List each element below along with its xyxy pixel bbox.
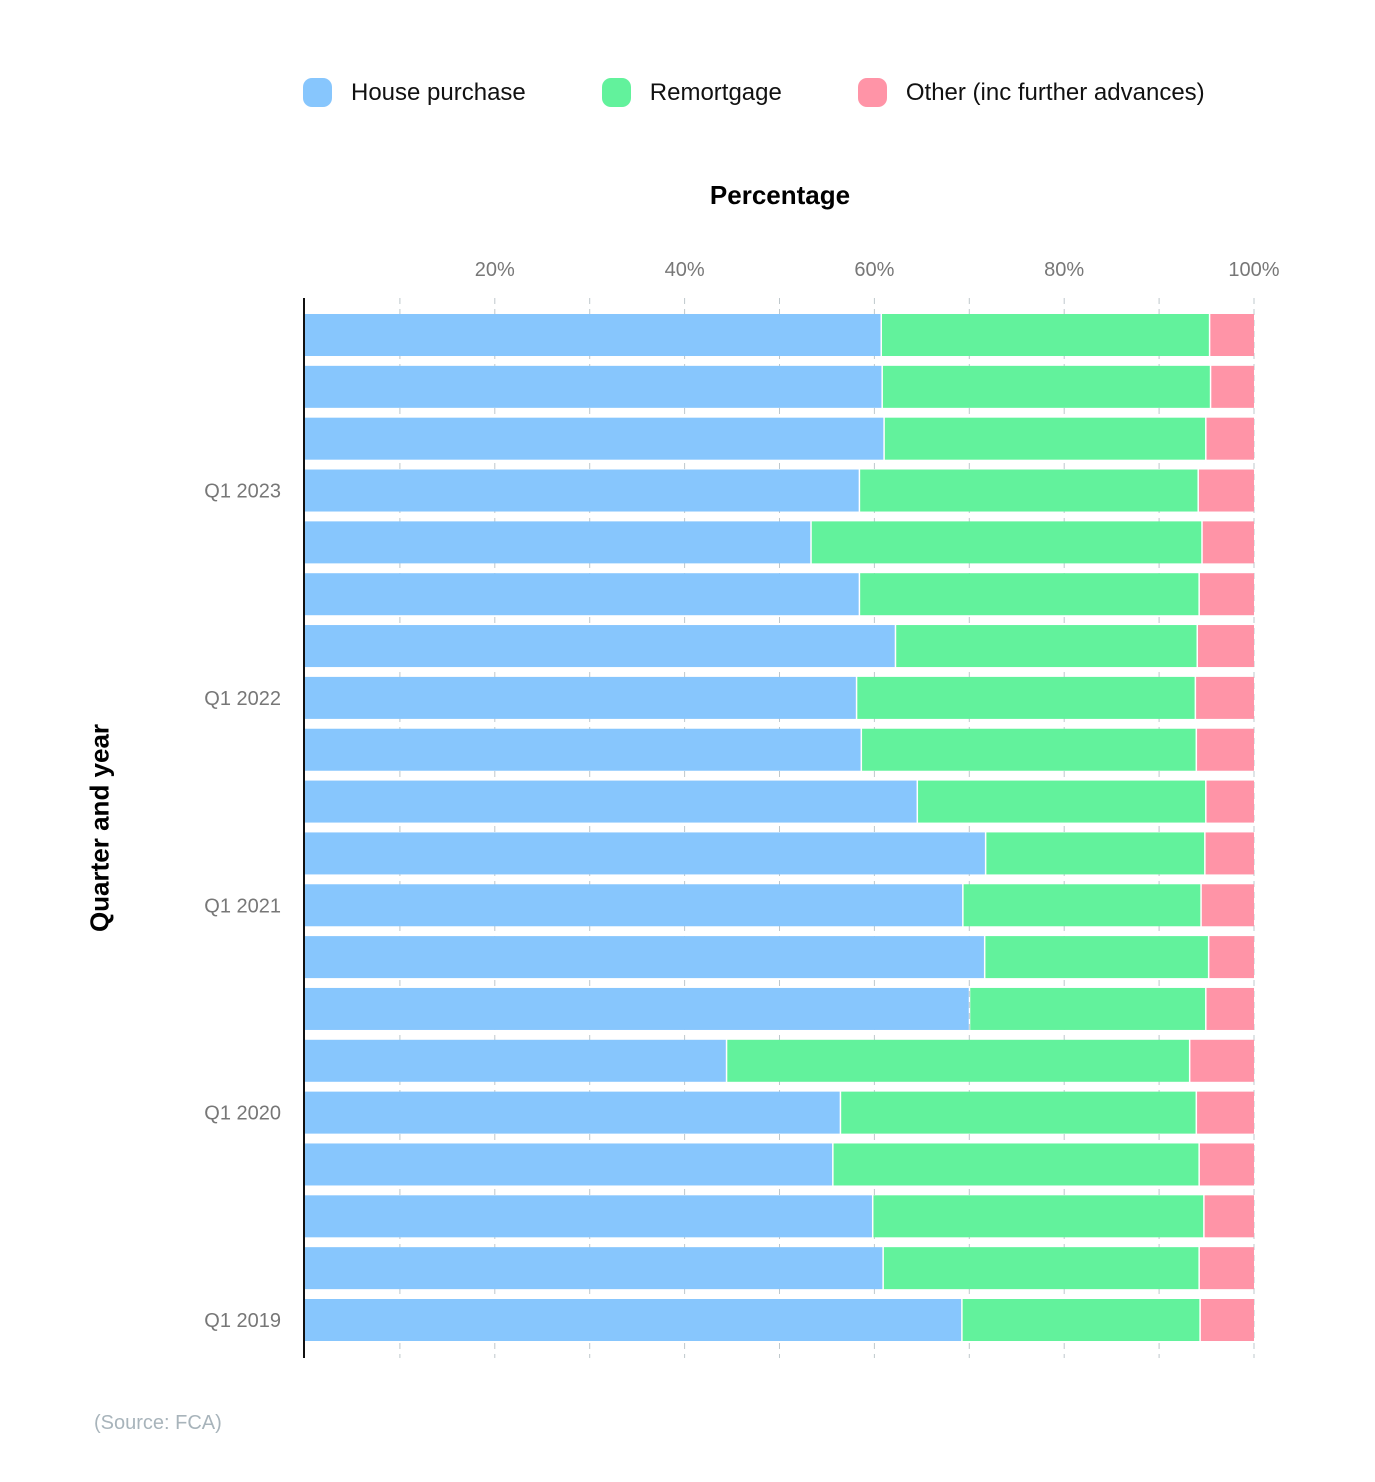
bar-segment-remortgage [811, 521, 1202, 564]
legend-label: Other (inc further advances) [905, 78, 1205, 106]
bar-segment-other-inc-further-advances [1199, 1247, 1254, 1290]
bar-segment-house-purchase [305, 625, 895, 668]
bar-segment-other-inc-further-advances [1198, 625, 1254, 668]
bar-segment-remortgage [860, 573, 1199, 616]
bar-segment-house-purchase [305, 676, 856, 719]
bar-segment-house-purchase [305, 936, 984, 979]
bar-segment-house-purchase [305, 987, 969, 1030]
bar-segment-other-inc-further-advances [1199, 573, 1254, 616]
bar-segment-house-purchase [305, 1195, 872, 1238]
bar-segment-house-purchase [305, 314, 881, 356]
bar-segment-other-inc-further-advances [1197, 1091, 1254, 1134]
bar-segment-other-inc-further-advances [1198, 469, 1254, 512]
bar-segment-remortgage [841, 1091, 1196, 1134]
y-tick-label: Q1 2021 [204, 895, 281, 917]
bar-segment-remortgage [857, 676, 1195, 719]
legend-item-other[interactable]: Other (inc further advances) [857, 78, 1205, 107]
legend-swatch [303, 78, 332, 107]
legend-label: House purchase [351, 78, 526, 106]
bar-segment-other-inc-further-advances [1199, 1143, 1254, 1186]
bar-segment-remortgage [962, 1299, 1200, 1341]
bar-segment-remortgage [918, 780, 1206, 823]
bar-segment-house-purchase [305, 417, 884, 460]
source-note: (Source: FCA) [94, 1412, 222, 1434]
bar-segment-house-purchase [305, 1091, 840, 1134]
legend-label: Remortgage [649, 78, 782, 106]
bar-segment-remortgage [727, 1039, 1189, 1082]
bar-segment-remortgage [986, 832, 1205, 875]
bar-segment-remortgage [884, 417, 1206, 460]
bar-segment-house-purchase [305, 521, 811, 564]
bar-segment-remortgage [873, 1195, 1204, 1238]
bar-segment-house-purchase [305, 780, 917, 823]
bar-segment-house-purchase [305, 573, 859, 616]
bar-segment-other-inc-further-advances [1206, 780, 1254, 823]
bar-segment-remortgage [970, 987, 1206, 1030]
bar-segment-other-inc-further-advances [1202, 521, 1254, 564]
legend-item-house-purchase[interactable]: House purchase [303, 78, 526, 107]
bar-segment-other-inc-further-advances [1204, 1195, 1254, 1238]
bar-segment-other-inc-further-advances [1206, 417, 1254, 460]
y-tick-label: Q1 2022 [204, 688, 281, 710]
y-tick-label: Q1 2020 [204, 1103, 281, 1125]
bar-segment-remortgage [883, 1247, 1199, 1290]
legend-swatch [857, 78, 887, 107]
bar-segment-house-purchase [305, 832, 985, 875]
bar-segment-other-inc-further-advances [1201, 884, 1254, 927]
bar-segment-house-purchase [305, 728, 861, 771]
legend-item-remortgage[interactable]: Remortgage [601, 78, 782, 107]
bar-segment-other-inc-further-advances [1211, 365, 1254, 408]
x-tick-label: 80% [1044, 259, 1084, 281]
x-tick-label: 100% [1228, 259, 1279, 281]
bar-segment-house-purchase [305, 884, 963, 927]
legend-swatch [601, 78, 631, 107]
bar-segment-other-inc-further-advances [1209, 936, 1254, 979]
bar-segment-house-purchase [305, 469, 859, 512]
bar-segment-remortgage [963, 884, 1201, 927]
bar-segment-house-purchase [305, 1143, 833, 1186]
x-axis-title: Percentage [709, 180, 851, 210]
bar-segment-other-inc-further-advances [1200, 1299, 1254, 1341]
bar-segment-house-purchase [305, 365, 882, 408]
bar-segment-other-inc-further-advances [1205, 832, 1254, 875]
x-tick-label: 20% [475, 259, 515, 281]
bar-segment-remortgage [896, 625, 1197, 668]
bar-segment-other-inc-further-advances [1197, 728, 1254, 771]
bar-segment-remortgage [881, 314, 1209, 356]
bar-segment-house-purchase [305, 1247, 883, 1290]
bar-segment-other-inc-further-advances [1196, 676, 1254, 719]
x-tick-label: 60% [854, 259, 894, 281]
legend: House purchase Remortgage Other (inc fur… [303, 78, 1205, 107]
bar-segment-remortgage [833, 1143, 1199, 1186]
bar-segment-house-purchase [305, 1039, 726, 1082]
bar-segment-other-inc-further-advances [1210, 314, 1254, 356]
x-tick-label: 40% [665, 259, 705, 281]
y-tick-label: Q1 2019 [204, 1310, 281, 1332]
bar-segment-remortgage [862, 728, 1196, 771]
bar-segment-other-inc-further-advances [1206, 987, 1254, 1030]
bar-segment-house-purchase [305, 1299, 962, 1341]
y-tick-label: Q1 2023 [204, 481, 281, 503]
bar-segment-remortgage [882, 365, 1210, 408]
bar-segment-remortgage [860, 469, 1198, 512]
bar-segment-other-inc-further-advances [1190, 1039, 1254, 1082]
bar-segment-remortgage [985, 936, 1208, 979]
